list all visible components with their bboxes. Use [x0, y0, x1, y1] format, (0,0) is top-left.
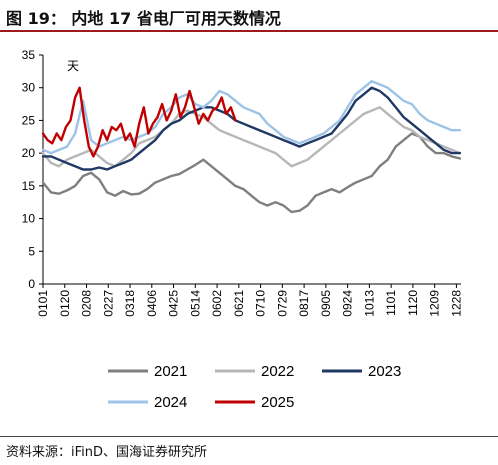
series-line-2025: [41, 86, 237, 158]
y-tick-label: 10: [22, 212, 36, 226]
y-tick-label: 5: [28, 244, 35, 258]
legend-label: 2025: [261, 394, 294, 411]
legend-label: 2023: [368, 363, 401, 380]
x-tick-label: 0318: [123, 290, 137, 317]
legend-label: 2022: [261, 363, 294, 380]
y-tick-label: 15: [22, 179, 36, 193]
legend-item-2023: 2023: [322, 363, 401, 380]
legend-item-2022: 2022: [215, 363, 294, 380]
x-ticks: 0101 0120 0208 0227 0318 0406 0425 0514 0602 0621…: [36, 284, 463, 317]
legend: 2021 2022 2023 2024 2025: [108, 363, 401, 411]
legend-item-2024: 2024: [108, 394, 187, 411]
x-tick-label: 0514: [188, 290, 202, 317]
y-tick-label: 35: [22, 48, 36, 62]
x-tick-label: 0602: [210, 290, 224, 317]
x-tick-label: 1120: [406, 290, 420, 316]
title-bar: 图 19： 内地 17 省电厂可用天数情况: [0, 0, 498, 32]
x-tick-label: 0729: [275, 290, 289, 317]
x-tick-label: 0621: [232, 290, 246, 317]
y-unit-label: 天: [67, 59, 79, 73]
x-tick-label: 0425: [167, 290, 181, 317]
series-line-2024: [41, 80, 462, 155]
x-tick-label: 0406: [145, 290, 159, 317]
x-tick-label: 0905: [319, 290, 333, 317]
y-tick-label: 25: [22, 113, 36, 127]
legend-label: 2024: [154, 394, 187, 411]
x-tick-label: 1013: [362, 290, 376, 317]
x-tick-label: 0120: [58, 290, 72, 317]
y-ticks: 0 5 10 15 20 25 30 35: [22, 48, 43, 291]
series-line-2023: [41, 86, 462, 171]
series-layer: [41, 80, 462, 214]
title-divider: [0, 30, 498, 32]
x-tick-label: 1209: [428, 290, 442, 317]
legend-label: 2021: [154, 363, 187, 380]
x-tick-label: 0924: [341, 290, 355, 317]
page-title: 图 19： 内地 17 省电厂可用天数情况: [6, 9, 281, 28]
x-tick-label: 1228: [449, 290, 463, 317]
x-tick-label: 1101: [384, 290, 398, 316]
x-tick-label: 0710: [254, 290, 268, 317]
x-tick-label: 0208: [80, 290, 94, 317]
legend-item-2021: 2021: [108, 363, 187, 380]
source-note: 资料来源：iFinD、国海证券研究所: [6, 445, 208, 460]
legend-item-2025: 2025: [215, 394, 294, 411]
x-tick-label: 0101: [36, 290, 50, 317]
y-tick-label: 30: [22, 81, 36, 95]
source-divider: [0, 436, 498, 437]
y-tick-label: 0: [28, 277, 35, 291]
y-tick-label: 20: [22, 146, 36, 160]
series-line-2021: [41, 132, 462, 214]
x-tick-label: 0817: [297, 290, 311, 317]
x-tick-label: 0227: [101, 290, 115, 317]
series-line-2022: [41, 106, 462, 168]
